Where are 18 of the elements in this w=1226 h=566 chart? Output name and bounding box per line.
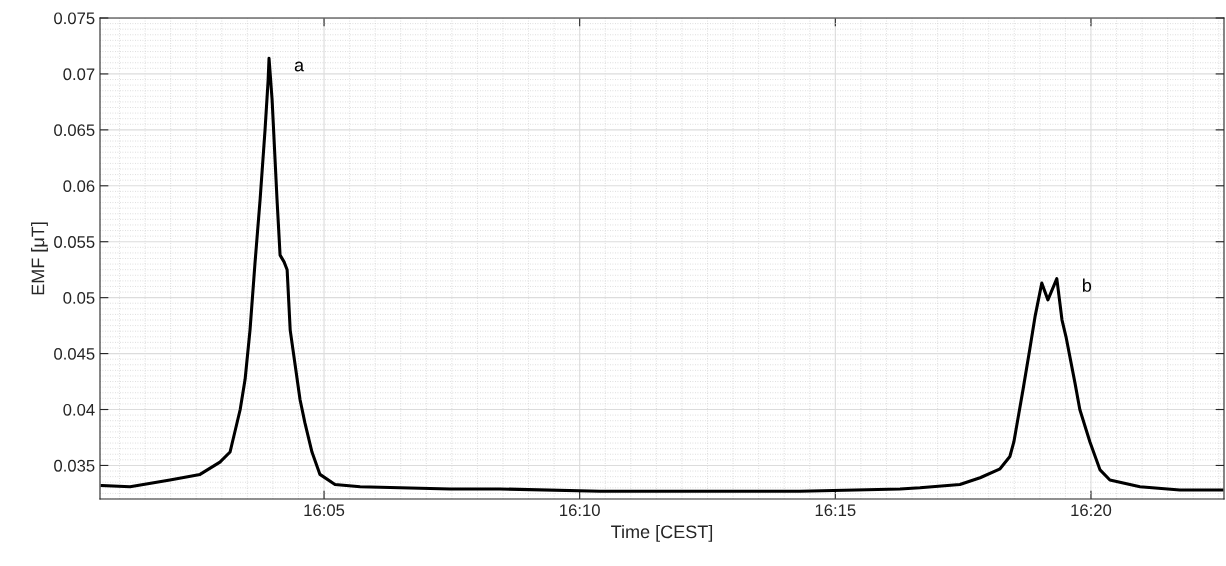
y-tick-label: 0.04	[63, 403, 95, 416]
y-tick-label: 0.05	[63, 292, 95, 304]
x-tick-label: 16:05	[304, 504, 345, 517]
annotation: a	[294, 61, 305, 72]
y-axis-title: EMF [μT]	[31, 222, 48, 295]
y-tick-label: 0.045	[54, 347, 95, 360]
x-tick-label: 16:10	[560, 504, 600, 517]
x-tick-label: 16:20	[1071, 504, 1112, 517]
y-tick-label: 0.035	[54, 459, 95, 472]
y-tick-label: 0.07	[63, 68, 95, 81]
x-tick-label: 16:15	[815, 504, 856, 517]
y-tick-label: 0.075	[54, 12, 95, 25]
y-tick-label: 0.065	[54, 124, 95, 137]
x-axis-title: Time [CEST]	[611, 524, 713, 542]
line-series	[100, 56, 1224, 493]
annotation: b	[1082, 278, 1092, 292]
y-tick-label: 0.055	[54, 236, 95, 248]
y-tick-label: 0.06	[63, 180, 95, 192]
